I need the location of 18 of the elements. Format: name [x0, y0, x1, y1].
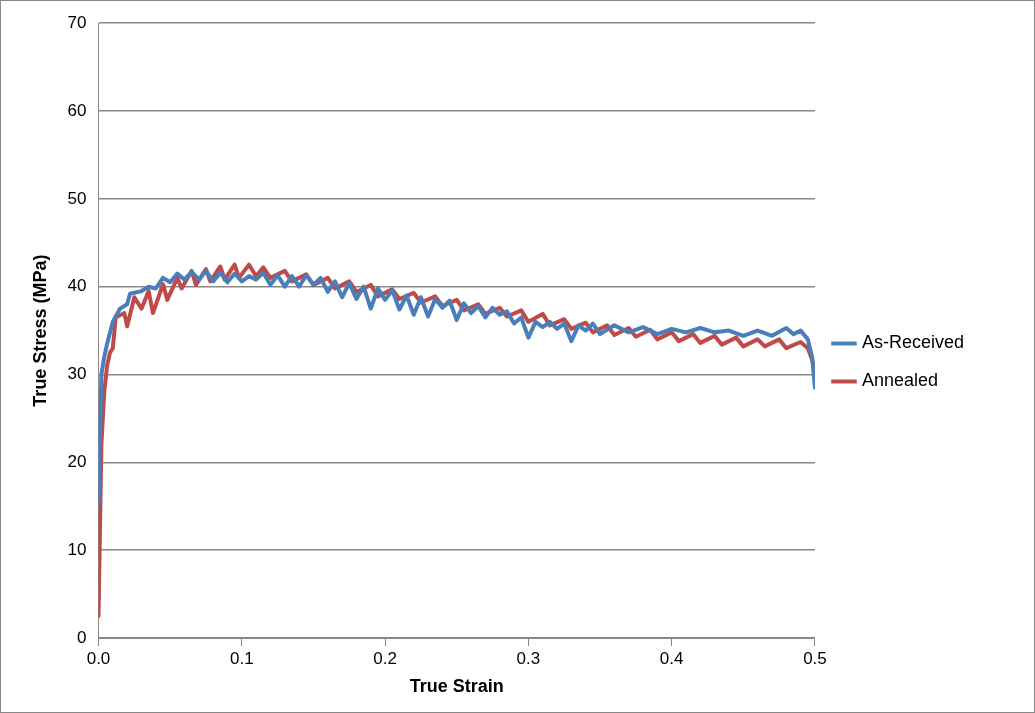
y-tick-label: 30 — [67, 364, 87, 384]
x-tick-label: 0.4 — [659, 648, 684, 668]
x-tick-label: 0.1 — [229, 648, 254, 668]
x-tick-label: 0.0 — [86, 648, 111, 668]
y-tick-label: 10 — [67, 539, 87, 559]
y-tick-label: 50 — [67, 188, 87, 208]
y-tick-label: 40 — [67, 276, 87, 296]
y-axis-title: True Stress (MPa) — [29, 254, 50, 407]
legend-label: As-Received — [861, 332, 965, 353]
y-tick-label: 70 — [67, 12, 87, 32]
x-tick-label: 0.5 — [803, 648, 827, 668]
x-axis-title: True Strain — [409, 676, 504, 697]
y-tick-label: 60 — [67, 100, 87, 120]
y-tick-label: 20 — [67, 452, 87, 472]
x-tick-label: 0.3 — [516, 648, 541, 668]
x-tick-label: 0.2 — [373, 648, 397, 668]
legend-label: Annealed — [861, 370, 939, 391]
y-tick-label: 0 — [77, 627, 87, 647]
